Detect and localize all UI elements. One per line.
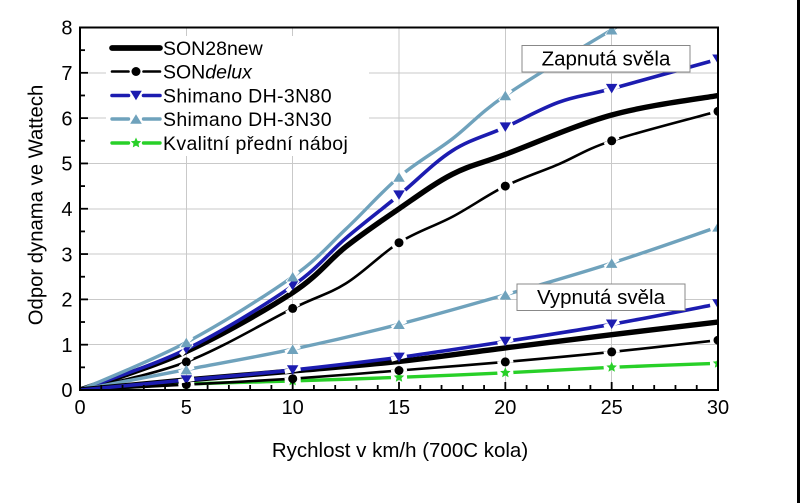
svg-text:Shimano DH-3N80: Shimano DH-3N80 [163,85,332,107]
svg-text:7: 7 [61,63,72,85]
svg-text:Kvalitní přední náboj: Kvalitní přední náboj [163,133,348,155]
svg-text:4: 4 [61,199,72,221]
svg-text:1: 1 [61,335,72,357]
svg-text:2: 2 [61,290,72,312]
svg-text:10: 10 [282,397,304,419]
svg-text:SON28new: SON28new [163,38,264,60]
svg-text:5: 5 [61,154,72,176]
svg-text:Odpor dynama ve Wattech: Odpor dynama ve Wattech [26,85,48,325]
svg-text:30: 30 [707,397,729,419]
svg-text:15: 15 [388,397,410,419]
svg-text:8: 8 [61,18,72,40]
svg-text:Zapnutá svěla: Zapnutá svěla [542,48,671,71]
svg-text:0: 0 [74,397,85,419]
svg-text:Rychlost v km/h (700C kola): Rychlost v km/h (700C kola) [272,439,528,462]
svg-text:6: 6 [61,108,72,130]
svg-text:0: 0 [61,380,72,402]
svg-text:20: 20 [494,397,516,419]
svg-text:25: 25 [601,397,623,419]
svg-text:Shimano DH-3N30: Shimano DH-3N30 [163,109,332,131]
svg-text:3: 3 [61,244,72,266]
svg-text:SONdelux: SONdelux [163,61,253,83]
svg-text:5: 5 [181,397,192,419]
svg-text:Vypnutá svěla: Vypnutá svěla [537,286,666,309]
